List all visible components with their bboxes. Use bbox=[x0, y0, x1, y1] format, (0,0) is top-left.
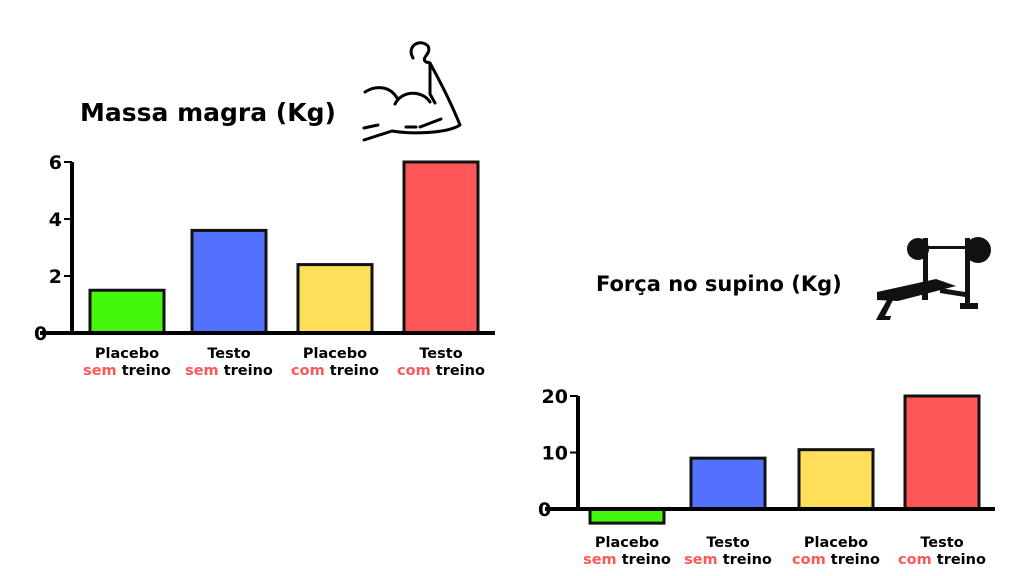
category-line1: Placebo bbox=[302, 346, 368, 362]
flexed-bicep-icon bbox=[362, 41, 462, 142]
category-line1: Testo bbox=[706, 535, 750, 551]
bar bbox=[903, 394, 981, 511]
x-tick-label: Testo sem treino bbox=[174, 346, 284, 380]
chart1-title: Massa magra (Kg) bbox=[80, 98, 336, 127]
bar bbox=[797, 448, 875, 511]
category-line1: Placebo bbox=[94, 346, 160, 362]
category-line2: com treino bbox=[280, 363, 390, 380]
category-condition: sem bbox=[185, 363, 219, 379]
category-training: treino bbox=[430, 363, 485, 379]
category-line2: com treino bbox=[887, 552, 997, 569]
y-tick-label: 20 bbox=[542, 386, 568, 408]
bar bbox=[190, 228, 268, 335]
category-training: treino bbox=[616, 552, 671, 568]
bench-press-icon bbox=[876, 237, 991, 320]
x-tick-label: Placebo sem treino bbox=[572, 535, 682, 569]
category-condition: sem bbox=[684, 552, 718, 568]
category-condition: com bbox=[291, 363, 325, 379]
bar bbox=[88, 288, 166, 335]
category-line1: Testo bbox=[920, 535, 964, 551]
x-tick-label: Testo com treino bbox=[386, 346, 496, 380]
x-tick-label: Placebo com treino bbox=[781, 535, 891, 569]
category-line2: sem treino bbox=[72, 363, 182, 380]
category-line2: sem treino bbox=[673, 552, 783, 569]
category-condition: com bbox=[898, 552, 932, 568]
bar bbox=[689, 456, 767, 511]
chart2-title: Força no supino (Kg) bbox=[596, 272, 842, 296]
category-training: treino bbox=[218, 363, 273, 379]
category-condition: com bbox=[397, 363, 431, 379]
category-line2: sem treino bbox=[174, 363, 284, 380]
y-tick-label: 4 bbox=[49, 209, 62, 231]
x-tick-label: Placebo com treino bbox=[280, 346, 390, 380]
x-tick-label: Placebo sem treino bbox=[72, 346, 182, 380]
x-tick-label: Testo sem treino bbox=[673, 535, 783, 569]
bar bbox=[588, 507, 666, 525]
category-condition: com bbox=[792, 552, 826, 568]
category-training: treino bbox=[116, 363, 171, 379]
category-line1: Testo bbox=[419, 346, 463, 362]
category-line1: Placebo bbox=[803, 535, 869, 551]
category-training: treino bbox=[717, 552, 772, 568]
y-tick-label: 0 bbox=[538, 499, 551, 521]
y-tick-label: 6 bbox=[49, 152, 62, 174]
y-tick-label: 0 bbox=[34, 323, 47, 345]
x-tick-label: Testo com treino bbox=[887, 535, 997, 569]
category-training: treino bbox=[324, 363, 379, 379]
category-training: treino bbox=[931, 552, 986, 568]
category-line2: com treino bbox=[386, 363, 496, 380]
category-training: treino bbox=[825, 552, 880, 568]
category-line2: com treino bbox=[781, 552, 891, 569]
bar bbox=[296, 263, 374, 335]
y-tick-label: 10 bbox=[542, 443, 568, 465]
bar bbox=[402, 160, 480, 335]
category-line1: Placebo bbox=[594, 535, 660, 551]
category-condition: sem bbox=[583, 552, 617, 568]
y-tick-label: 2 bbox=[49, 266, 62, 288]
category-line2: sem treino bbox=[572, 552, 682, 569]
category-line1: Testo bbox=[207, 346, 251, 362]
category-condition: sem bbox=[83, 363, 117, 379]
